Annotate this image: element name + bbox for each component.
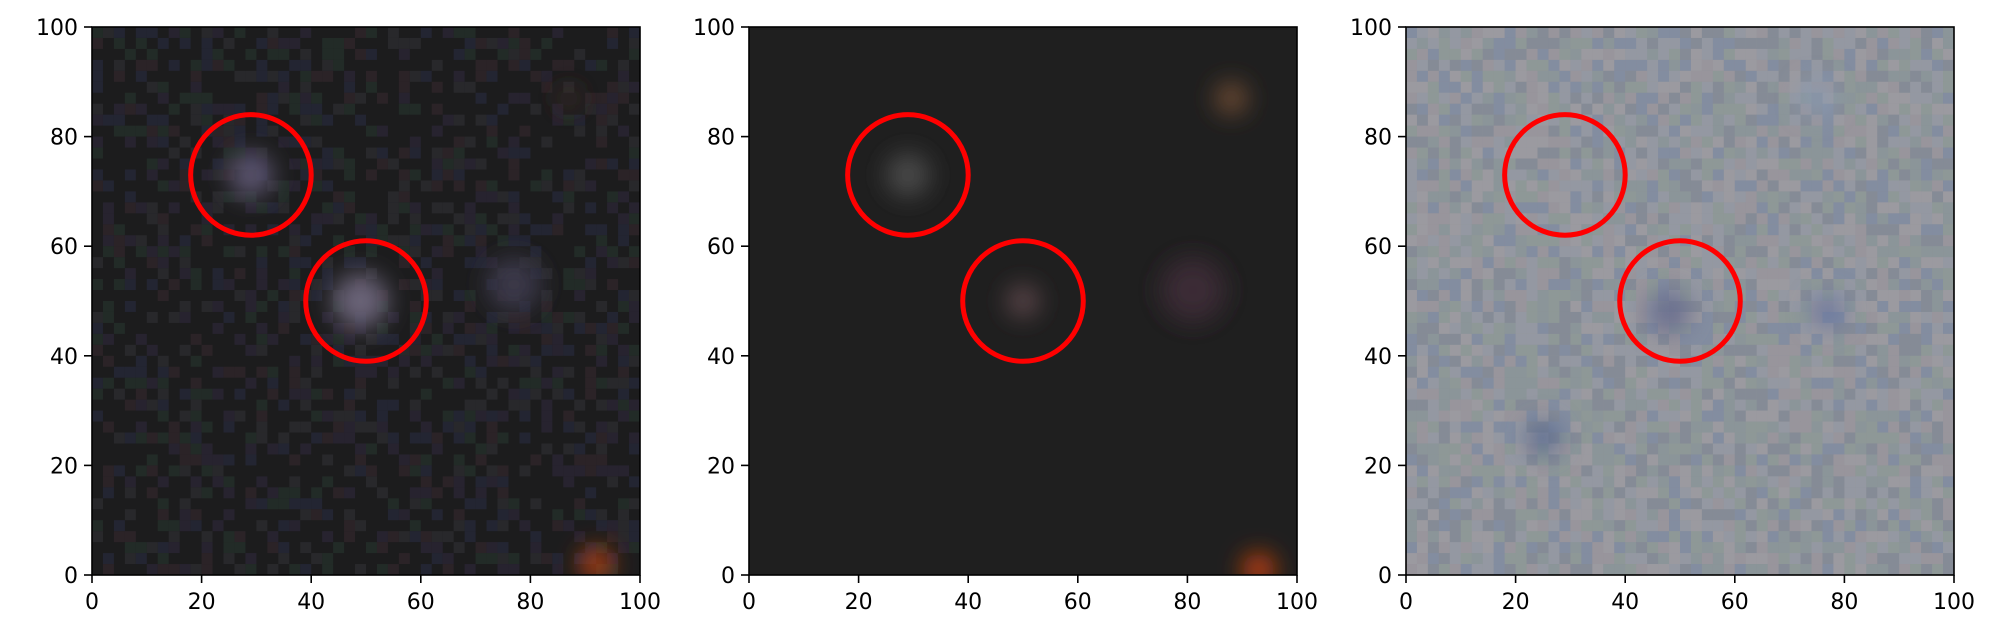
source-blob (886, 153, 930, 197)
y-tick-label: 100 (693, 16, 735, 41)
marker-circle (845, 112, 971, 238)
source-blob (229, 153, 273, 197)
x-tick-label: 0 (1399, 590, 1413, 615)
y-tick-label: 80 (707, 126, 735, 151)
y-tick-label: 100 (1350, 16, 1392, 41)
source-blob (1647, 290, 1691, 334)
y-tick-label: 80 (1364, 126, 1392, 151)
image-panel-middle (749, 27, 1297, 575)
y-tick-label: 60 (50, 235, 78, 260)
y-tick-label: 20 (1364, 454, 1392, 479)
y-tick-label: 0 (1378, 564, 1392, 589)
y-tick-label: 0 (64, 564, 78, 589)
x-tick-label: 80 (516, 590, 544, 615)
y-tick-label: 60 (1364, 235, 1392, 260)
source-blob (1160, 257, 1226, 323)
x-tick-label: 20 (1502, 590, 1530, 615)
image-noise (92, 27, 640, 575)
axes-frame (748, 26, 1298, 576)
y-tick-label: 60 (707, 235, 735, 260)
source-blob (1800, 81, 1834, 115)
axes-frame (91, 26, 641, 576)
source-blob (1242, 553, 1276, 575)
source-blob (486, 257, 542, 312)
x-tick-label: 100 (619, 590, 661, 615)
y-tick-label: 80 (50, 126, 78, 151)
x-tick-label: 20 (188, 590, 216, 615)
x-tick-label: 0 (85, 590, 99, 615)
image-panel-left (92, 27, 640, 575)
source-blob (333, 273, 388, 329)
x-tick-label: 60 (1721, 590, 1749, 615)
x-tick-label: 0 (742, 590, 756, 615)
source-blob (1006, 284, 1040, 318)
source-blob (1214, 81, 1248, 115)
source-blob (579, 547, 613, 575)
marker-circle (960, 238, 1086, 364)
x-tick-label: 20 (845, 590, 873, 615)
x-tick-label: 100 (1933, 590, 1975, 615)
x-tick-label: 40 (1611, 590, 1639, 615)
y-tick-label: 40 (707, 345, 735, 370)
source-blob (1811, 295, 1845, 329)
marker-circle (1617, 238, 1743, 364)
x-tick-label: 100 (1276, 590, 1318, 615)
y-tick-label: 100 (36, 16, 78, 41)
y-tick-label: 40 (1364, 345, 1392, 370)
y-tick-label: 20 (50, 454, 78, 479)
source-blob (557, 87, 580, 110)
y-tick-label: 0 (721, 564, 735, 589)
x-tick-label: 60 (1064, 590, 1092, 615)
x-tick-label: 80 (1173, 590, 1201, 615)
y-tick-label: 20 (707, 454, 735, 479)
image-panel-right (1406, 27, 1954, 575)
x-tick-label: 40 (297, 590, 325, 615)
marker-circle (1502, 112, 1628, 238)
source-blob (1526, 421, 1560, 455)
marker-circle (303, 238, 429, 364)
x-tick-label: 40 (954, 590, 982, 615)
marker-circle (188, 112, 314, 238)
y-tick-label: 40 (50, 345, 78, 370)
x-tick-label: 80 (1830, 590, 1858, 615)
x-tick-label: 60 (407, 590, 435, 615)
axes-frame (1405, 26, 1955, 576)
image-noise (1406, 27, 1954, 575)
